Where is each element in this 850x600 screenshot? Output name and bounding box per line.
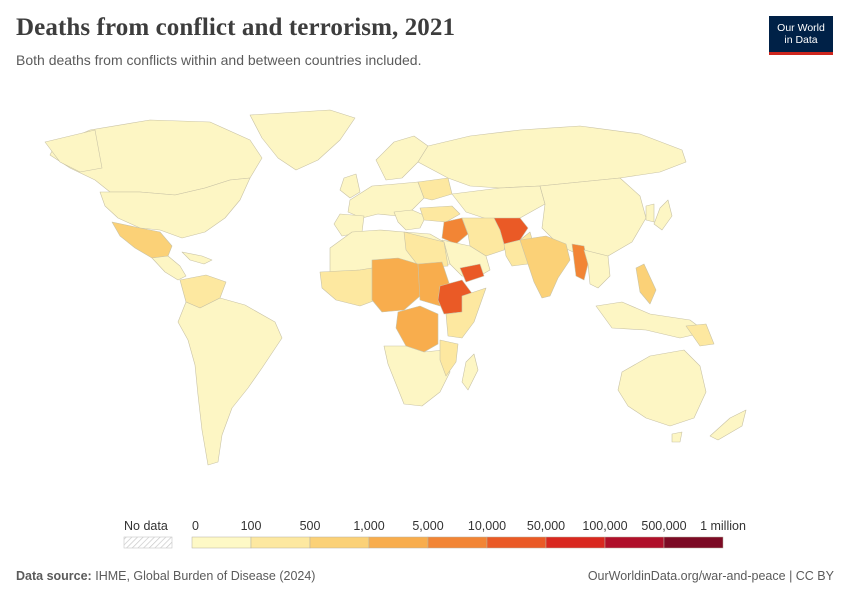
logo-line-2: in Data — [784, 34, 818, 46]
region-australia[interactable] — [617, 349, 707, 427]
legend-tick-label: 100 — [241, 519, 262, 533]
region-korea[interactable] — [645, 203, 655, 223]
legend-tick-label: 100,000 — [582, 519, 627, 533]
region-mongolia-china[interactable] — [539, 177, 647, 257]
region-southern-africa[interactable] — [383, 345, 451, 407]
source-label: Data source: — [16, 569, 92, 583]
legend-no-data-label: No data — [124, 519, 168, 533]
legend-bin-8[interactable] — [663, 536, 724, 549]
legend-tick-label: 500 — [300, 519, 321, 533]
region-indochina[interactable] — [583, 249, 611, 289]
region-myanmar[interactable] — [571, 243, 589, 281]
legend-tick-label: 1 million — [700, 519, 746, 533]
region-alaska[interactable] — [44, 129, 103, 173]
source-text: IHME, Global Burden of Disease (2024) — [95, 569, 316, 583]
legend-tick-label: 50,000 — [527, 519, 565, 533]
region-yemen[interactable] — [459, 263, 485, 283]
region-uk-ireland[interactable] — [339, 173, 361, 199]
region-ukraine-russia-west[interactable] — [417, 177, 453, 201]
chart-subtitle: Both deaths from conflicts within and be… — [16, 52, 422, 68]
region-central-america[interactable] — [151, 255, 187, 281]
chart-title: Deaths from conflict and terrorism, 2021 — [16, 14, 456, 41]
region-greenland[interactable] — [249, 109, 356, 171]
region-south-america[interactable] — [177, 297, 283, 466]
legend-bin-0[interactable] — [191, 536, 252, 549]
legend-tick-label: 0 — [192, 519, 199, 533]
logo-line-1: Our World — [777, 22, 825, 34]
legend-bin-3[interactable] — [368, 536, 429, 549]
region-somalia-kenya[interactable] — [445, 287, 487, 339]
legend-tick-label: 10,000 — [468, 519, 506, 533]
legend-tick-label: 5,000 — [412, 519, 443, 533]
region-philippines[interactable] — [635, 263, 657, 305]
legend-bin-4[interactable] — [427, 536, 488, 549]
region-new-zealand[interactable] — [709, 409, 747, 441]
region-syria-iraq[interactable] — [441, 217, 469, 245]
legend-bin-1[interactable] — [250, 536, 311, 549]
region-usa[interactable] — [99, 177, 251, 239]
legend-bins — [191, 536, 724, 549]
region-caribbean[interactable] — [181, 251, 213, 265]
region-india[interactable] — [519, 235, 571, 299]
region-sahel-nigeria[interactable] — [371, 257, 421, 313]
region-mozambique[interactable] — [439, 339, 459, 377]
legend-ticks: 0 100 500 1,000 5,000 10,000 50,000 100,000 500,… — [192, 519, 746, 533]
region-turkey[interactable] — [419, 205, 461, 223]
legend-bin-6[interactable] — [545, 536, 606, 549]
legend-bin-5[interactable] — [486, 536, 547, 549]
footer: Data source: IHME, Global Burden of Dise… — [16, 569, 834, 583]
region-papua[interactable] — [685, 323, 715, 347]
source-link[interactable]: OurWorldinData.org/war-and-peace | CC BY — [587, 569, 834, 583]
region-kazakhstan-central-asia[interactable] — [451, 185, 546, 221]
legend-tick-label: 1,000 — [353, 519, 384, 533]
legend-bin-7[interactable] — [604, 536, 665, 549]
region-japan[interactable] — [653, 199, 673, 231]
owid-logo[interactable]: Our World in Data — [769, 16, 833, 55]
region-tasmania[interactable] — [671, 431, 683, 443]
legend-no-data-swatch[interactable] — [123, 536, 173, 549]
region-italy-balkans[interactable] — [393, 209, 427, 231]
region-west-africa[interactable] — [319, 267, 377, 307]
legend-bin-2[interactable] — [309, 536, 370, 549]
color-legend: No data 0 100 500 1,000 5,000 10,000 50,000 100… — [123, 519, 746, 549]
region-madagascar[interactable] — [461, 353, 479, 391]
world-map — [44, 109, 747, 466]
legend-tick-label: 500,000 — [641, 519, 686, 533]
region-russia[interactable] — [417, 125, 687, 189]
region-congo[interactable] — [395, 305, 439, 353]
region-indonesia[interactable] — [595, 301, 707, 339]
